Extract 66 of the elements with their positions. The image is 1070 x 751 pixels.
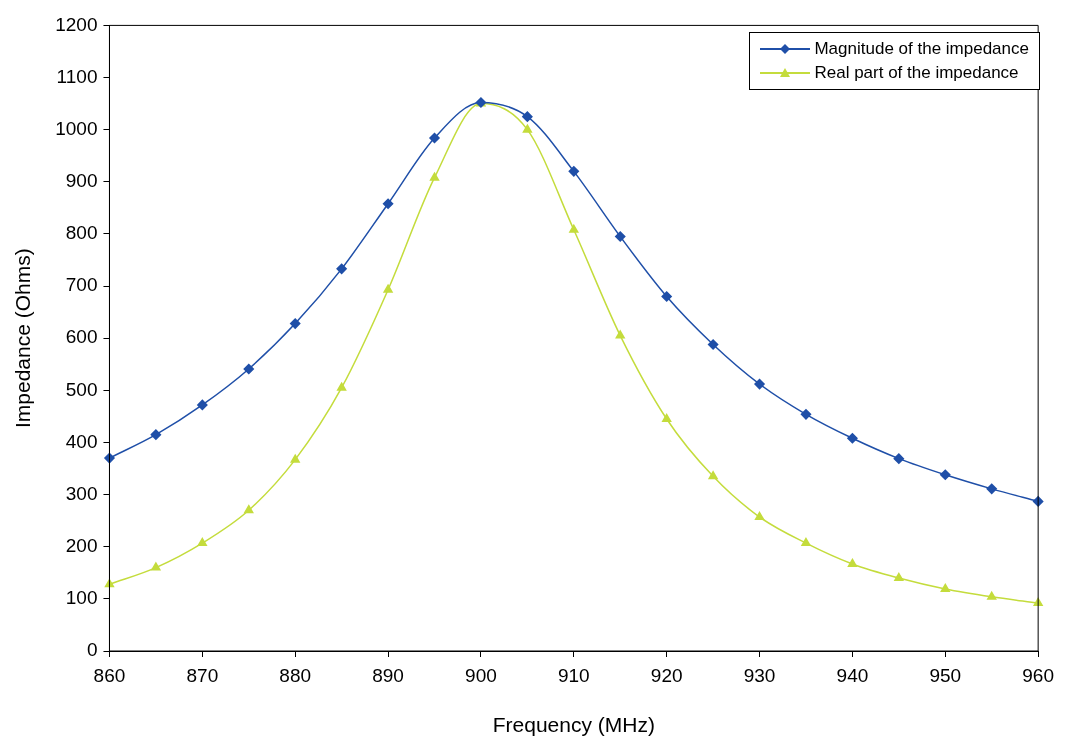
point [987,591,997,600]
y-tick-label: 200 [65,534,98,556]
point [708,471,718,480]
point [290,454,300,463]
x-axis-title: Frequency (MHz) [492,713,655,737]
point [522,124,533,133]
point [569,224,579,233]
point [151,562,161,571]
point [429,172,440,181]
point [336,382,347,391]
y-tick-label: 900 [65,170,98,192]
y-tick-label: 800 [65,222,98,244]
x-tick-label: 930 [743,664,776,686]
point [754,511,765,521]
point [940,583,950,592]
point [243,363,255,375]
point [382,198,394,209]
y-tick-label: 300 [65,482,98,504]
y-tick-label: 100 [65,587,98,609]
y-tick-label: 1200 [55,13,98,35]
point [336,263,347,275]
point [244,504,254,514]
point [150,429,162,440]
legend-label: Magnitude of the impedance [814,38,1029,60]
y-tick-label: 0 [86,639,98,661]
y-tick-label: 400 [65,430,98,452]
point [661,291,672,302]
point [894,572,904,582]
point [289,318,301,329]
x-tick-label: 870 [186,664,219,686]
point [614,231,626,242]
point [707,339,719,350]
x-tick-label: 880 [279,664,312,686]
point [568,166,580,177]
point [1032,496,1044,507]
point [197,399,208,411]
point [847,558,858,567]
point [801,537,811,547]
y-tick-label: 500 [65,378,98,400]
point [986,483,997,495]
point [754,378,765,390]
point [197,537,207,547]
point [522,111,533,122]
point [662,413,672,423]
x-tick-label: 900 [465,664,497,686]
point [940,469,951,481]
x-tick-label: 910 [557,664,590,686]
point [893,453,905,464]
point [615,330,625,339]
legend-label: Real part of the impedance [814,62,1019,84]
y-axis-title: Impedance (Ohms) [11,248,35,429]
y-tick-label: 700 [65,274,98,296]
x-tick-label: 960 [1022,664,1054,686]
y-tick-label: 1100 [56,65,98,87]
y-tick-label: 600 [65,326,98,348]
x-tick-label: 950 [929,664,962,686]
point [800,409,812,420]
point [429,132,440,144]
point [104,452,115,464]
point [847,433,858,444]
y-tick-label: 1000 [55,117,98,139]
point [383,284,393,293]
x-tick-label: 890 [372,664,404,686]
x-tick-label: 940 [836,664,869,686]
x-tick-label: 860 [93,664,126,686]
x-tick-label: 920 [650,664,683,686]
